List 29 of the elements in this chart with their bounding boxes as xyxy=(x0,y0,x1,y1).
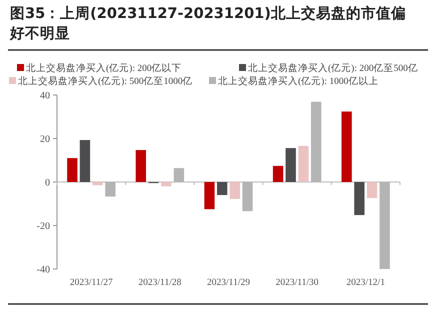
legend-label: 北上交易盘净买入(亿元): 500亿至1000亿 xyxy=(18,75,193,87)
bar xyxy=(298,146,309,182)
bar xyxy=(80,140,90,182)
x-tick-label: 2023/12/1 xyxy=(346,278,386,288)
x-tick-label: 2023/11/29 xyxy=(207,278,250,288)
y-tick-label: 40 xyxy=(40,90,50,102)
bar xyxy=(136,150,146,182)
legend-label: 北上交易盘净买入(亿元): 1000亿以上 xyxy=(218,75,378,87)
bar xyxy=(204,182,215,210)
y-tick-label: 20 xyxy=(40,134,50,145)
bar xyxy=(230,182,240,199)
bar xyxy=(161,182,172,186)
x-tick-label: 2023/11/30 xyxy=(276,278,319,288)
y-tick-label: -20 xyxy=(36,221,50,232)
y-tick-label: -40 xyxy=(36,264,50,276)
bar xyxy=(67,158,78,182)
chart-title: 图35：上周(20231127-20231201)北上交易盘的市值偏好不明显 xyxy=(10,4,407,44)
bar xyxy=(342,112,352,182)
bar xyxy=(92,182,103,186)
y-tick-label: 0 xyxy=(45,178,50,188)
bar xyxy=(217,182,228,196)
bar xyxy=(286,148,296,182)
bar xyxy=(354,182,364,216)
x-tick-label: 2023/11/27 xyxy=(70,278,114,288)
legend-label: 北上交易盘净买入(亿元): 200亿至500亿 xyxy=(248,62,418,74)
x-tick-label: 2023/11/28 xyxy=(138,278,182,288)
legend-label: 北上交易盘净买入(亿元): 200亿以下 xyxy=(26,62,182,74)
bar xyxy=(366,182,378,198)
bar xyxy=(272,166,284,182)
